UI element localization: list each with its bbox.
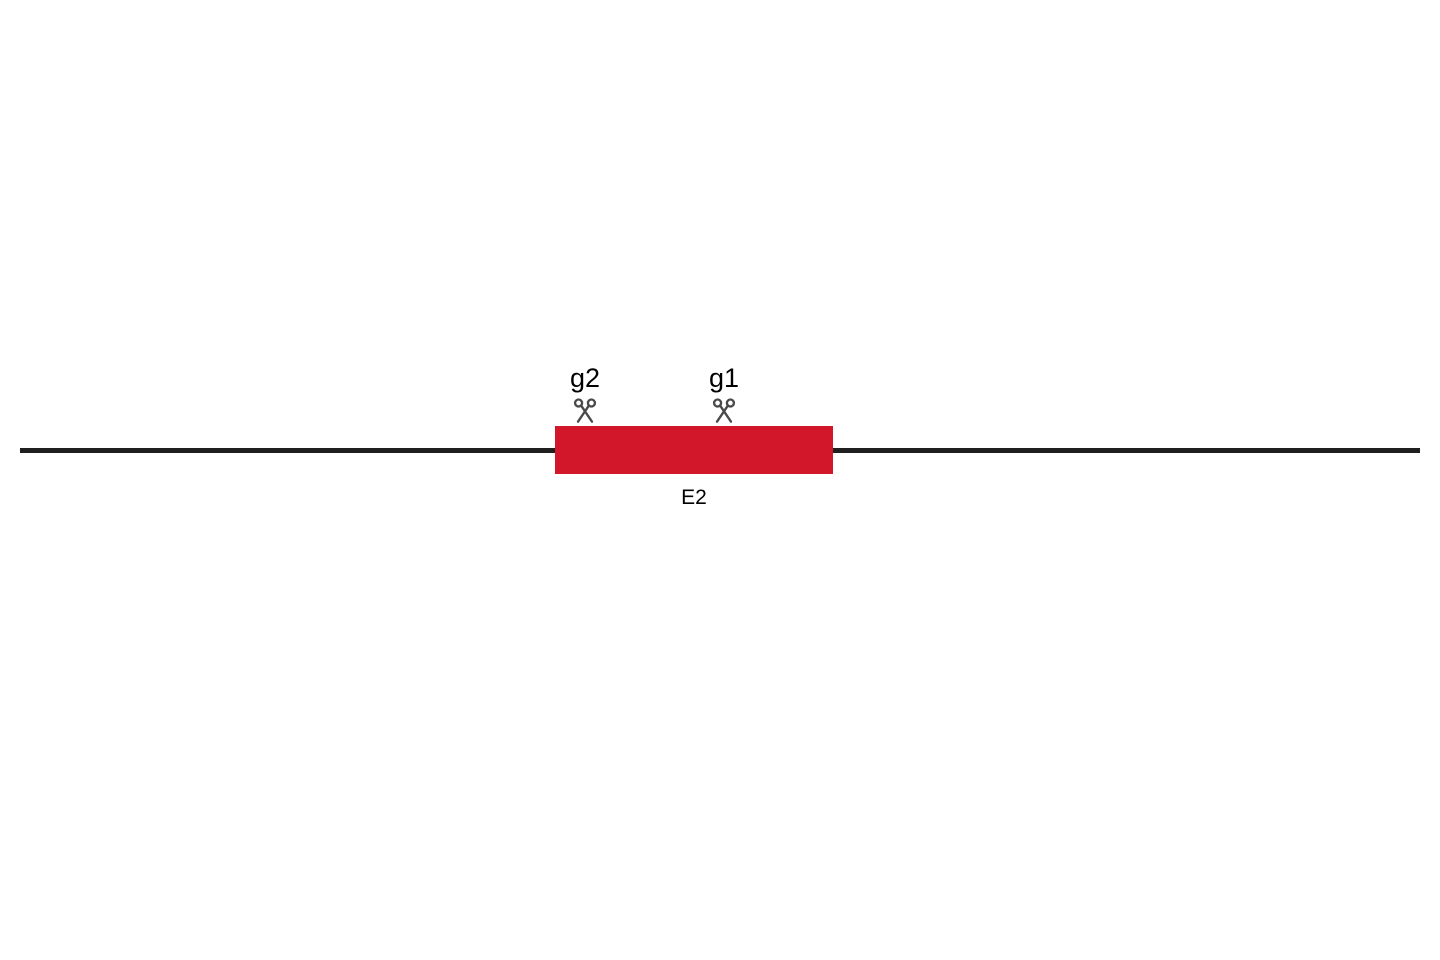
cut-label-g1: g1: [704, 365, 744, 392]
cut-label-g2: g2: [565, 365, 605, 392]
cut-site-g1: g1: [704, 365, 744, 424]
exon-box: [555, 426, 833, 474]
genomic-track-left: [20, 448, 555, 453]
genomic-track-right: [833, 448, 1420, 453]
scissors-icon: [710, 396, 738, 424]
cut-site-g2: g2: [565, 365, 605, 424]
exon-label: E2: [681, 486, 707, 510]
scissors-icon: [571, 396, 599, 424]
gene-diagram: E2 g2 g1: [0, 0, 1440, 960]
